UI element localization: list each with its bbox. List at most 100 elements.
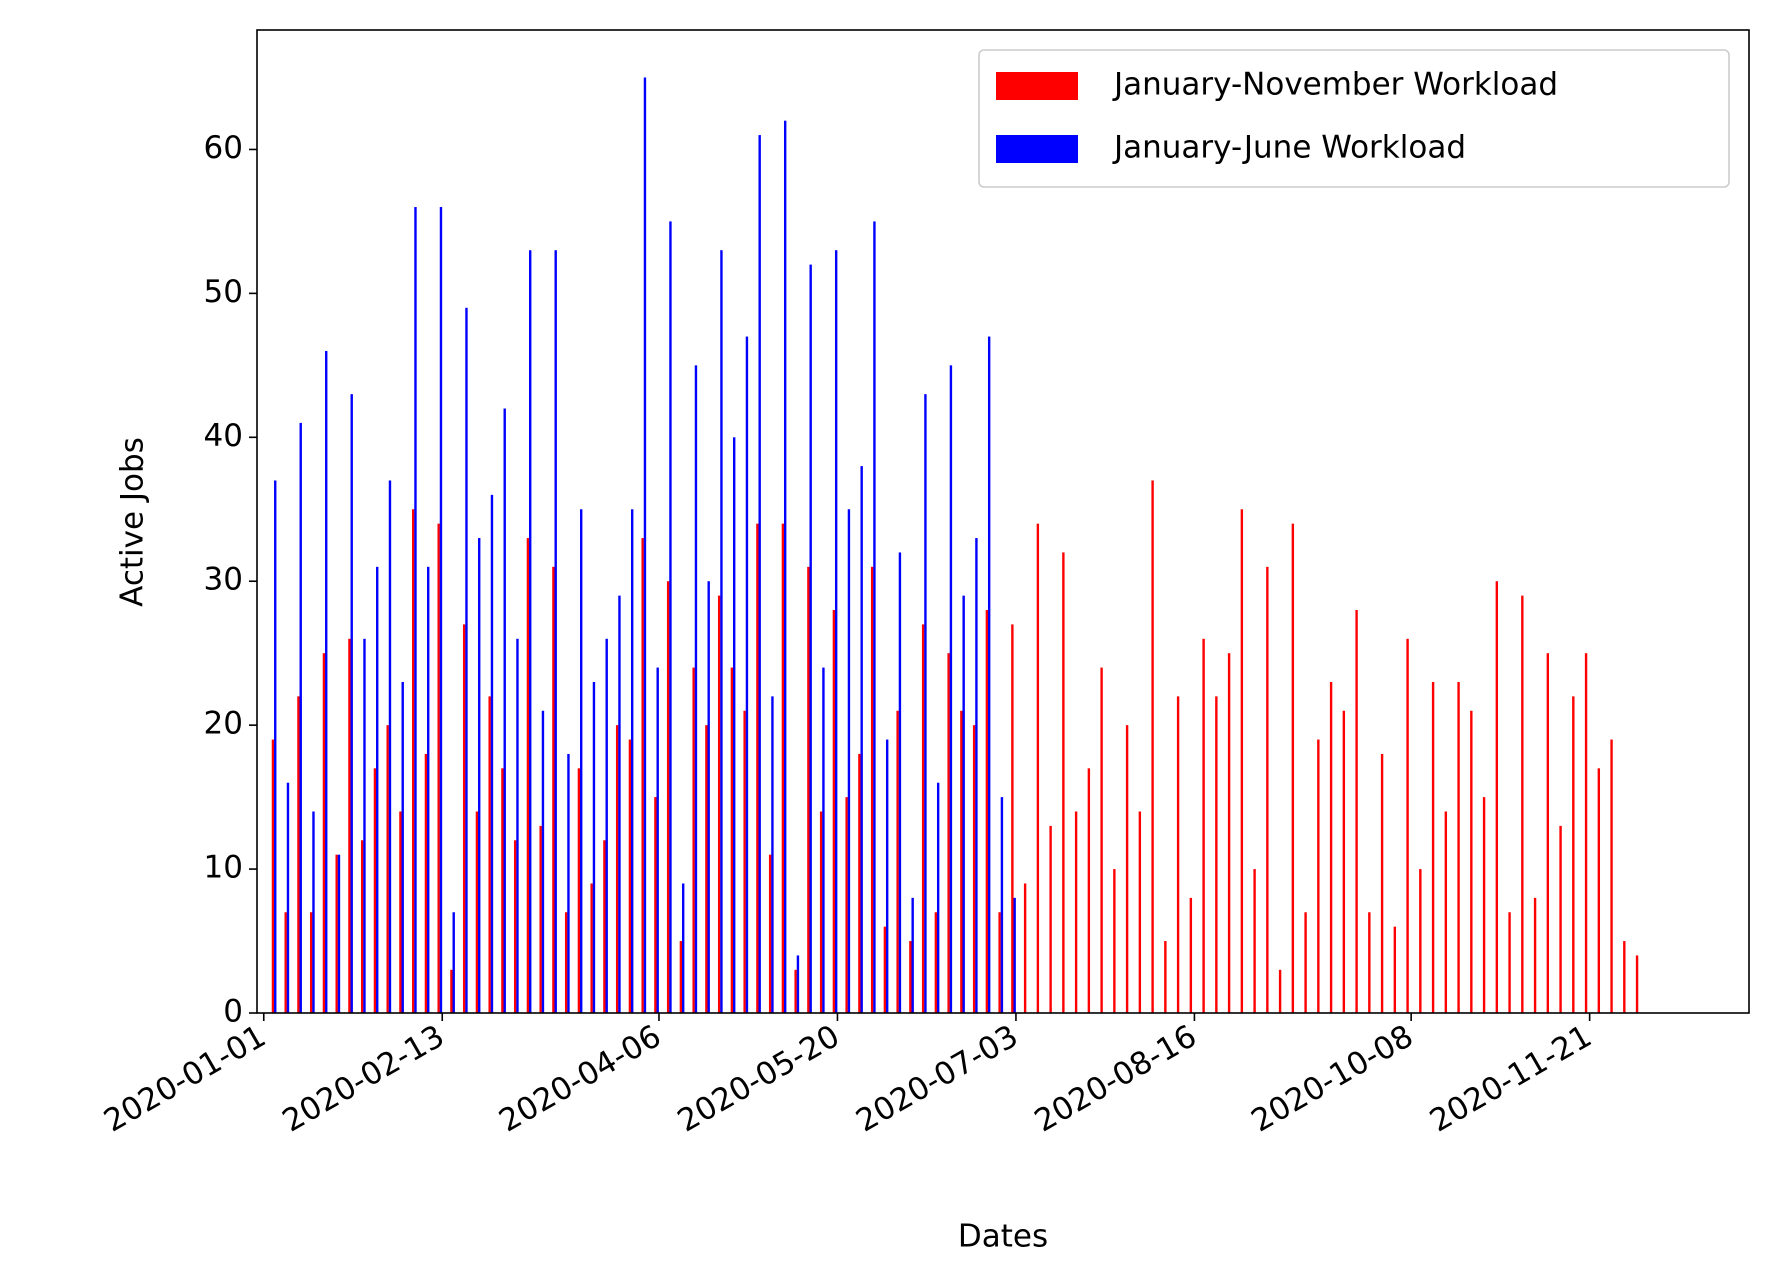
bar [350, 394, 353, 1013]
bar [898, 552, 902, 1013]
bar [666, 581, 670, 1013]
bar [1635, 955, 1639, 1013]
bar [1253, 869, 1256, 1013]
bar [1444, 811, 1448, 1013]
bar [1623, 941, 1626, 1013]
bar [743, 710, 746, 1013]
bar [783, 120, 787, 1013]
bar [768, 854, 772, 1013]
bar [1419, 869, 1422, 1013]
bar [949, 365, 953, 1013]
bar [1329, 681, 1333, 1013]
bar [376, 566, 379, 1013]
bar [373, 768, 377, 1013]
bar [1074, 811, 1078, 1013]
bar [694, 365, 698, 1013]
bar [692, 667, 695, 1013]
bar [450, 969, 453, 1013]
bar [998, 912, 1001, 1013]
bar [590, 883, 593, 1013]
bar [975, 538, 978, 1013]
bar [1266, 566, 1269, 1013]
bar [437, 523, 440, 1013]
bar [1151, 480, 1154, 1013]
bar [452, 912, 455, 1013]
bar [388, 480, 392, 1013]
bar [1176, 696, 1180, 1013]
bar [1406, 638, 1409, 1013]
bar [1278, 969, 1282, 1013]
bar [1291, 523, 1295, 1013]
bar [284, 912, 287, 1013]
bar [274, 480, 277, 1013]
bar [1559, 825, 1562, 1013]
bar [1164, 941, 1167, 1013]
bar [1304, 912, 1307, 1013]
bar [987, 336, 991, 1013]
legend-label: January-June Workload [1112, 130, 1466, 166]
bar [1227, 653, 1231, 1013]
bar [1049, 825, 1052, 1013]
bar [541, 710, 545, 1013]
y-tick-label: 0 [223, 994, 243, 1030]
bar [834, 250, 838, 1014]
bar [819, 811, 823, 1013]
bar [348, 638, 351, 1013]
bar [1240, 509, 1244, 1013]
bar [603, 840, 606, 1013]
bar [424, 753, 428, 1013]
bar [325, 350, 328, 1014]
bar [1457, 681, 1460, 1013]
bar [745, 336, 749, 1013]
bar [717, 595, 721, 1013]
bar [529, 250, 532, 1014]
bar [809, 264, 812, 1013]
bar [299, 422, 302, 1014]
bar [411, 509, 415, 1013]
bar [681, 883, 685, 1013]
bar [781, 523, 785, 1013]
bar [947, 653, 950, 1013]
bar [1533, 897, 1537, 1013]
bar [1342, 710, 1346, 1013]
bar [1125, 725, 1129, 1013]
bar [1087, 768, 1091, 1013]
bar [1215, 696, 1218, 1013]
y-tick-label: 30 [204, 562, 243, 598]
bar [526, 538, 530, 1013]
bar [771, 696, 774, 1013]
y-tick-label: 10 [204, 850, 243, 886]
bar [730, 667, 734, 1013]
x-axis-label: Dates [958, 1219, 1048, 1255]
bar [439, 207, 443, 1013]
bar [552, 566, 555, 1013]
bar [462, 624, 466, 1013]
bar [503, 408, 506, 1013]
bar [1584, 653, 1588, 1013]
bar [883, 926, 887, 1013]
bar [414, 207, 417, 1013]
bar [1431, 681, 1435, 1013]
bar [335, 854, 338, 1013]
bar [297, 696, 300, 1013]
bar [427, 566, 430, 1013]
bar [1546, 653, 1550, 1013]
plot-frame [256, 29, 1750, 1014]
bar [513, 840, 517, 1013]
bar [1597, 768, 1601, 1013]
bar [1023, 883, 1027, 1013]
bar [564, 912, 568, 1013]
bar [1482, 797, 1486, 1013]
bar [936, 782, 940, 1013]
bar [615, 725, 619, 1013]
bar [822, 667, 825, 1013]
bar [1495, 581, 1499, 1013]
bar [1189, 897, 1193, 1013]
bar [654, 797, 657, 1013]
bar [1036, 523, 1040, 1013]
bar [873, 221, 876, 1013]
bar [720, 250, 723, 1014]
bar [858, 753, 861, 1013]
bar [1000, 797, 1004, 1013]
